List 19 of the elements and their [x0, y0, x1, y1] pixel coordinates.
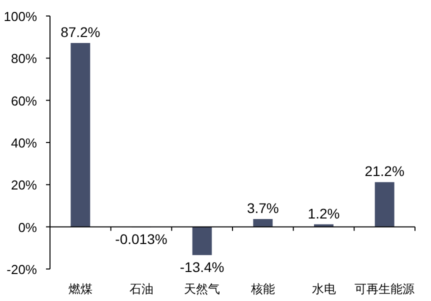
x-tick-label: 水电: [312, 282, 336, 296]
x-tick-label: 天然气: [184, 282, 220, 296]
data-label: -0.013%: [115, 230, 168, 247]
y-tick-label: 0%: [18, 220, 38, 235]
y-tick-label: 20%: [10, 178, 38, 193]
data-label: 1.2%: [308, 205, 340, 222]
data-label: 3.7%: [246, 200, 279, 216]
x-tick-label: 核能: [250, 282, 275, 296]
y-tick-label: 80%: [10, 51, 38, 66]
y-tick-label: -20%: [6, 262, 38, 277]
data-label: 21.2%: [364, 163, 404, 180]
y-tick-label: 60%: [10, 93, 38, 108]
data-label: 87.2%: [60, 24, 100, 40]
data-label: -13.4%: [180, 259, 224, 276]
x-tick-label: 可再生能源: [354, 282, 415, 296]
y-tick-label: 100%: [4, 9, 38, 24]
x-tick-label: 石油: [129, 282, 154, 296]
x-tick-label: 燃煤: [68, 282, 92, 296]
y-tick-label: 40%: [10, 136, 38, 150]
